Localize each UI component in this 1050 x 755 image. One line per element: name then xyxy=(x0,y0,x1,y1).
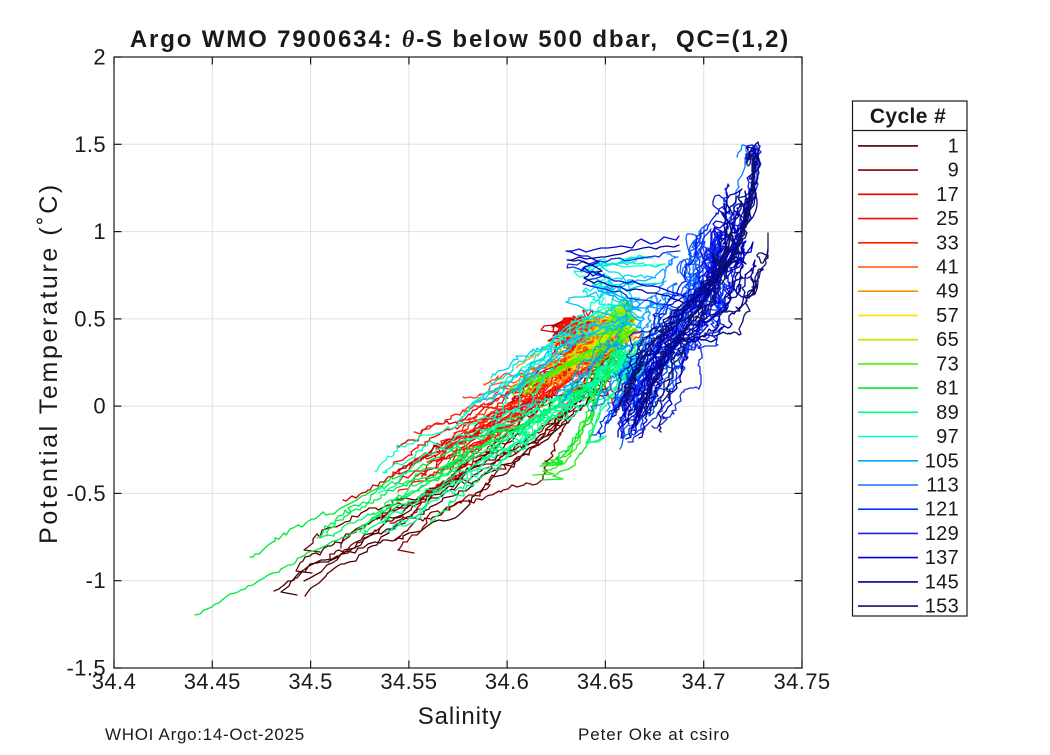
svg-text:34.65: 34.65 xyxy=(577,669,634,694)
svg-text:2: 2 xyxy=(93,45,106,70)
svg-text:34.6: 34.6 xyxy=(485,669,529,694)
svg-text:49: 49 xyxy=(936,281,959,303)
svg-text:Potential Temperature (˚C): Potential Temperature (˚C) xyxy=(35,182,63,544)
svg-text:Peter Oke at csiro: Peter Oke at csiro xyxy=(578,725,730,744)
svg-text:-1.5: -1.5 xyxy=(66,656,106,681)
svg-text:57: 57 xyxy=(936,305,959,327)
svg-text:34.7: 34.7 xyxy=(681,669,725,694)
svg-text:Salinity: Salinity xyxy=(418,703,503,730)
svg-text:9: 9 xyxy=(948,160,959,182)
svg-text:34.75: 34.75 xyxy=(773,669,830,694)
svg-text:34.5: 34.5 xyxy=(288,669,332,694)
svg-text:89: 89 xyxy=(936,402,959,424)
svg-text:105: 105 xyxy=(925,450,959,472)
svg-text:129: 129 xyxy=(925,523,959,545)
svg-text:0.5: 0.5 xyxy=(74,306,106,331)
svg-text:81: 81 xyxy=(936,378,959,400)
svg-text:-1: -1 xyxy=(86,568,106,593)
svg-text:25: 25 xyxy=(936,208,959,230)
svg-text:-0.5: -0.5 xyxy=(66,481,106,506)
svg-text:121: 121 xyxy=(925,499,959,521)
svg-text:73: 73 xyxy=(936,353,959,375)
svg-text:97: 97 xyxy=(936,426,959,448)
svg-text:113: 113 xyxy=(926,475,959,497)
svg-text:1: 1 xyxy=(93,219,106,244)
svg-text:Argo WMO 7900634: θ-S below 50: Argo WMO 7900634: θ-S below 500 dbar, QC… xyxy=(130,26,790,53)
svg-text:153: 153 xyxy=(925,596,959,618)
svg-text:34.55: 34.55 xyxy=(380,669,437,694)
svg-text:137: 137 xyxy=(925,547,959,569)
svg-text:0: 0 xyxy=(93,394,106,419)
svg-text:65: 65 xyxy=(936,329,959,351)
svg-text:1.5: 1.5 xyxy=(74,132,106,157)
svg-text:145: 145 xyxy=(925,571,959,593)
svg-text:17: 17 xyxy=(936,184,959,206)
svg-text:34.45: 34.45 xyxy=(184,669,241,694)
svg-text:33: 33 xyxy=(936,232,959,254)
svg-text:WHOI Argo:14-Oct-2025: WHOI Argo:14-Oct-2025 xyxy=(105,725,305,744)
svg-text:1: 1 xyxy=(948,135,959,157)
svg-text:34.4: 34.4 xyxy=(92,669,136,694)
svg-text:Cycle #: Cycle # xyxy=(870,105,946,128)
svg-text:41: 41 xyxy=(936,257,959,279)
